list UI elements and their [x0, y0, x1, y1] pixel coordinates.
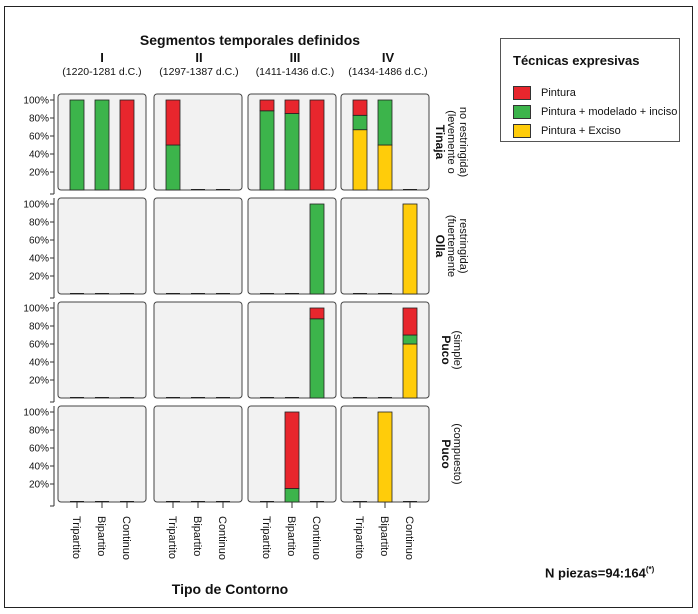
bar-segment-pintura: [403, 308, 417, 335]
y-tick-label: 20%: [29, 480, 49, 491]
row-sublabel: restringida): [457, 218, 469, 273]
bar-segment-pintura: [353, 100, 367, 115]
y-tick-label: 20%: [29, 168, 49, 179]
bar-segment-pintura: [166, 100, 180, 145]
sample-size-note: N piezas=94:164(*): [545, 565, 654, 580]
y-tick-label: 80%: [29, 218, 49, 229]
y-tick-label: 20%: [29, 272, 49, 283]
row-sublabel: no restringida): [457, 107, 469, 177]
bar-segment-pintura-modelado: [70, 100, 84, 190]
bar-segment-pintura-modelado: [285, 114, 299, 191]
bar-segment-pintura-modelado: [378, 100, 392, 145]
bar-segment-pintura-exciso: [353, 130, 367, 190]
bar-segment-pintura: [120, 100, 134, 190]
panel-background: [58, 198, 146, 294]
y-tick-label: 80%: [29, 426, 49, 437]
x-tick-label: Bipartito: [191, 516, 203, 556]
x-tick-label: Tripartito: [70, 516, 82, 559]
bar-segment-pintura-exciso: [403, 344, 417, 398]
bar-segment-pintura-modelado: [310, 319, 324, 398]
x-tick-label: Continuo: [403, 516, 415, 560]
x-tick-label: Tripartito: [353, 516, 365, 559]
y-tick-label: 40%: [29, 358, 49, 369]
row-label: Puco: [439, 439, 453, 468]
bar-segment-pintura-modelado: [310, 204, 324, 294]
row-sublabel: (compuesto): [451, 423, 463, 484]
y-tick-label: 60%: [29, 444, 49, 455]
bar-segment-pintura-exciso: [403, 204, 417, 294]
y-tick-label: 100%: [23, 408, 49, 419]
panel-background: [58, 406, 146, 502]
x-tick-label: Tripartito: [260, 516, 272, 559]
bar-segment-pintura-exciso: [378, 145, 392, 190]
y-tick-label: 60%: [29, 236, 49, 247]
bar-segment-pintura-modelado: [403, 335, 417, 344]
x-tick-label: Continuo: [216, 516, 228, 560]
y-tick-label: 40%: [29, 150, 49, 161]
row-sublabel: (fuertemente: [445, 215, 457, 277]
y-tick-label: 100%: [23, 96, 49, 107]
bar-segment-pintura: [285, 412, 299, 489]
bar-segment-pintura-modelado: [260, 111, 274, 190]
bar-segment-pintura-modelado: [353, 115, 367, 129]
x-tick-label: Continuo: [120, 516, 132, 560]
y-tick-label: 20%: [29, 376, 49, 387]
row-sublabel: (simple): [451, 330, 463, 369]
y-tick-label: 40%: [29, 254, 49, 265]
x-axis-title: Tipo de Contorno: [140, 581, 320, 597]
panel-background: [154, 406, 242, 502]
y-tick-label: 100%: [23, 200, 49, 211]
x-tick-label: Tripartito: [166, 516, 178, 559]
y-tick-label: 80%: [29, 114, 49, 125]
y-tick-label: 60%: [29, 340, 49, 351]
row-label: Tinaja: [433, 125, 447, 160]
bar-segment-pintura-modelado: [285, 489, 299, 503]
bar-segment-pintura: [310, 308, 324, 319]
row-label: Olla: [433, 235, 447, 258]
row-label: Puco: [439, 335, 453, 364]
bar-segment-pintura: [260, 100, 274, 111]
panel-background: [58, 302, 146, 398]
y-tick-label: 40%: [29, 462, 49, 473]
bar-segment-pintura-modelado: [166, 145, 180, 190]
y-tick-label: 80%: [29, 322, 49, 333]
sample-size-footnote-mark: (*): [646, 565, 654, 574]
sample-size-text: N piezas=94:164: [545, 565, 646, 580]
row-sublabel: (levemente o: [445, 110, 457, 174]
bar-segment-pintura: [285, 100, 299, 114]
x-tick-label: Bipartito: [95, 516, 107, 556]
x-tick-label: Bipartito: [285, 516, 297, 556]
bar-segment-pintura-exciso: [378, 412, 392, 502]
x-tick-label: Continuo: [310, 516, 322, 560]
y-tick-label: 100%: [23, 304, 49, 315]
x-tick-label: Bipartito: [378, 516, 390, 556]
bar-segment-pintura: [310, 100, 324, 190]
panel-background: [154, 302, 242, 398]
bar-segment-pintura-modelado: [95, 100, 109, 190]
y-tick-label: 60%: [29, 132, 49, 143]
panel-background: [154, 198, 242, 294]
